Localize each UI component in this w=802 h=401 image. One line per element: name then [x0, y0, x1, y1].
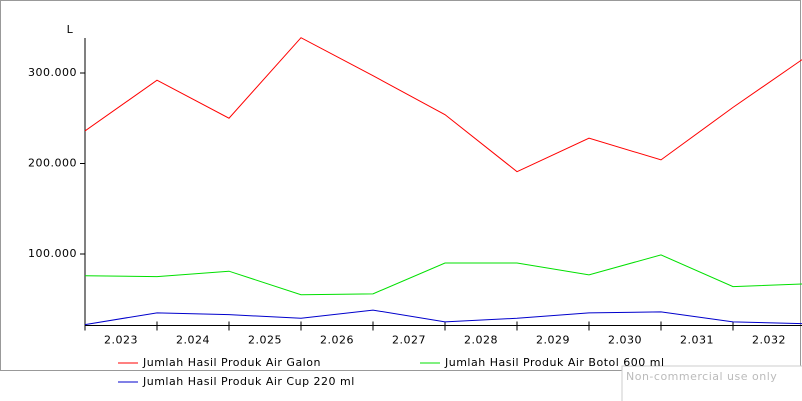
legend-label: Jumlah Hasil Produk Air Cup 220 ml	[142, 375, 355, 388]
y-tick-label: 200.000	[28, 156, 77, 169]
y-tick-label: 300.000	[28, 66, 77, 79]
legend-label: Jumlah Hasil Produk Air Botol 600 ml	[444, 356, 665, 369]
series-line	[84, 309, 802, 326]
x-tick-label: 2.024	[176, 334, 210, 347]
x-tick-label: 2.032	[752, 334, 786, 347]
x-tick-label: 2.028	[464, 334, 498, 347]
x-tick-label: 2.029	[536, 334, 570, 347]
y-axis-label: L	[67, 23, 74, 36]
series-line	[84, 254, 802, 296]
legend-label: Jumlah Hasil Produk Air Galon	[142, 356, 321, 369]
x-tick-label: 2.027	[392, 334, 426, 347]
x-tick-label: 2.026	[320, 334, 354, 347]
chart-frame	[0, 0, 801, 371]
x-tick-label: 2.030	[608, 334, 642, 347]
x-tick-label: 2.023	[104, 334, 138, 347]
watermark-box	[621, 365, 802, 401]
y-tick-label: 100.000	[28, 247, 77, 260]
x-tick-label: 2.031	[680, 334, 714, 347]
x-tick-label: 2.025	[248, 334, 282, 347]
series-line	[84, 37, 802, 173]
watermark: Non-commercial use only	[626, 370, 777, 383]
